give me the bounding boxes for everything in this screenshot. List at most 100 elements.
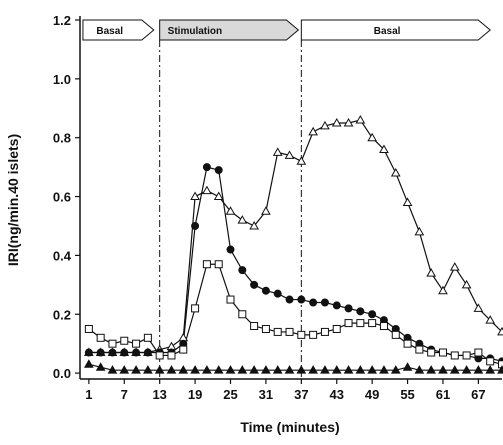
marker (191, 193, 199, 200)
x-axis-label: Time (minutes) (240, 419, 339, 435)
marker (310, 331, 317, 338)
marker (109, 349, 116, 356)
marker (239, 311, 246, 318)
y-tick-label: 0.2 (53, 307, 71, 322)
marker (286, 328, 293, 335)
marker (392, 169, 400, 176)
marker (215, 167, 222, 174)
marker (215, 261, 222, 268)
phase-label: Stimulation (168, 26, 222, 37)
marker (309, 128, 317, 135)
marker (415, 228, 423, 235)
marker (357, 320, 364, 327)
marker (215, 193, 223, 200)
marker (356, 116, 364, 123)
x-tick-label: 37 (294, 387, 308, 402)
marker (451, 263, 459, 270)
x-tick-label: 1 (85, 387, 92, 402)
marker (239, 267, 246, 274)
y-tick-label: 1.2 (53, 13, 71, 28)
marker (180, 346, 187, 353)
marker (404, 198, 412, 205)
marker (439, 349, 446, 356)
marker (298, 296, 305, 303)
marker (368, 134, 376, 141)
x-tick-label: 55 (400, 387, 414, 402)
marker (238, 216, 246, 223)
marker (274, 148, 282, 155)
x-tick-label: 19 (188, 387, 202, 402)
series-line (89, 167, 502, 361)
marker (203, 187, 211, 194)
marker (463, 352, 470, 359)
phase-label: Basal (96, 26, 123, 37)
x-tick-label: 67 (471, 387, 485, 402)
marker (357, 308, 364, 315)
x-tick-label: 7 (121, 387, 128, 402)
y-tick-label: 0.8 (53, 131, 71, 146)
marker (487, 358, 494, 365)
marker (133, 349, 140, 356)
x-tick-label: 61 (436, 387, 450, 402)
marker (404, 363, 412, 370)
marker (310, 299, 317, 306)
x-tick-label: 25 (223, 387, 237, 402)
marker (380, 323, 387, 330)
marker (321, 328, 328, 335)
marker (156, 352, 163, 359)
marker (97, 349, 104, 356)
marker (451, 352, 458, 359)
marker (474, 304, 482, 311)
series-line (89, 120, 502, 352)
marker (85, 360, 93, 367)
x-tick-label: 49 (365, 387, 379, 402)
marker (298, 331, 305, 338)
series-line (89, 364, 502, 370)
marker (274, 290, 281, 297)
marker (321, 299, 328, 306)
marker (369, 320, 376, 327)
marker (203, 164, 210, 171)
y-tick-label: 0.6 (53, 190, 71, 205)
marker (121, 349, 128, 356)
marker (144, 349, 151, 356)
phase-label: Basal (374, 26, 401, 37)
marker (404, 340, 411, 347)
marker (133, 340, 140, 347)
marker (262, 325, 269, 332)
marker (333, 325, 340, 332)
y-tick-label: 1.0 (53, 72, 71, 87)
marker (286, 296, 293, 303)
y-tick-label: 0.4 (53, 248, 72, 263)
y-axis-label: IRI(ng/min.40 islets) (5, 134, 21, 266)
marker (392, 331, 399, 338)
x-tick-label: 13 (152, 387, 166, 402)
marker (109, 340, 116, 347)
marker (297, 157, 305, 164)
marker (192, 222, 199, 229)
marker (203, 261, 210, 268)
marker (251, 281, 258, 288)
marker (333, 302, 340, 309)
marker (274, 328, 281, 335)
marker (121, 337, 128, 344)
y-tick-label: 0.0 (53, 366, 71, 381)
marker (168, 352, 175, 359)
marker (262, 207, 270, 214)
x-tick-label: 31 (259, 387, 273, 402)
marker (251, 323, 258, 330)
marker (427, 269, 435, 276)
marker (192, 305, 199, 312)
marker (369, 311, 376, 318)
marker (416, 346, 423, 353)
marker (475, 349, 482, 356)
marker (227, 296, 234, 303)
marker (345, 305, 352, 312)
marker (97, 334, 104, 341)
x-tick-label: 43 (330, 387, 344, 402)
marker (428, 349, 435, 356)
marker (345, 320, 352, 327)
marker (85, 325, 92, 332)
